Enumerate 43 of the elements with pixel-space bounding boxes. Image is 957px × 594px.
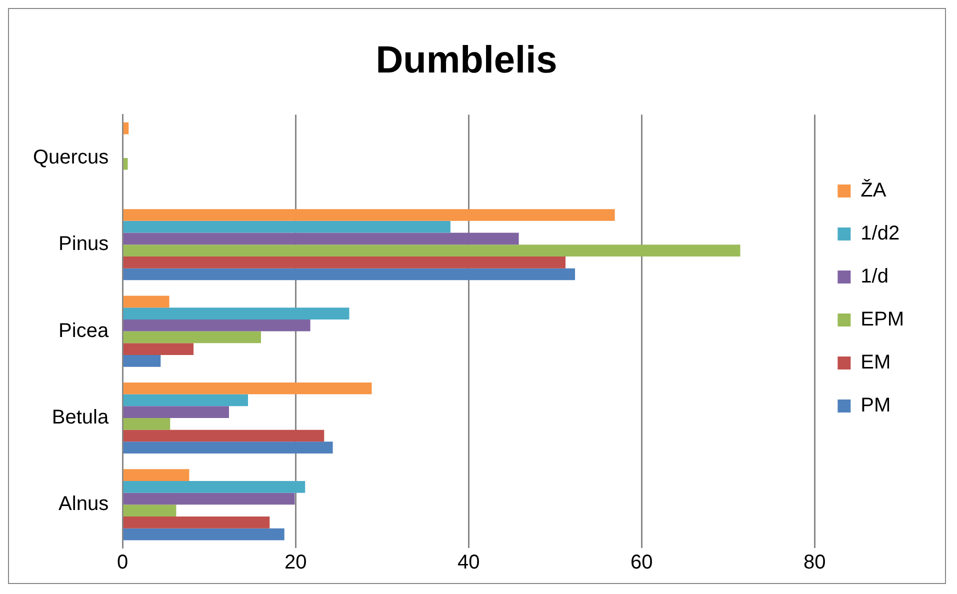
bar: [123, 492, 295, 505]
bar: [123, 430, 324, 442]
legend-label: 1/d2: [860, 222, 900, 245]
bar: [123, 268, 576, 280]
y-tick-label: Alnus: [58, 493, 109, 516]
bar: [123, 516, 270, 528]
bar: [123, 418, 170, 430]
bar: [123, 469, 190, 481]
x-tick-label: 20: [284, 552, 307, 574]
bar: [123, 209, 615, 221]
bar: [123, 232, 519, 245]
bar: [123, 406, 229, 418]
legend-label: ŽA: [860, 178, 887, 202]
legend-label: EPM: [860, 308, 904, 331]
x-tick-label: 40: [458, 552, 480, 574]
bar: [123, 158, 128, 170]
legend-label: PM: [860, 394, 891, 417]
chart-title: Dumblelis: [376, 39, 558, 82]
bar: [123, 394, 248, 406]
y-tick-label: Quercus: [32, 146, 109, 168]
bar: [123, 308, 350, 320]
legend-label: 1/d: [860, 266, 888, 288]
x-tick-label: 80: [804, 552, 826, 574]
y-tick-label: Picea: [58, 320, 110, 342]
bar: [123, 244, 740, 256]
bar: [123, 343, 194, 355]
bar: [123, 504, 176, 517]
bar: [123, 331, 261, 344]
bar: [123, 480, 306, 493]
bar: [123, 528, 284, 540]
y-tick-label: Pinus: [58, 233, 109, 256]
bar: [123, 256, 566, 268]
bar: [123, 382, 372, 394]
bar: [123, 220, 450, 233]
x-tick-label: 0: [117, 552, 128, 574]
bar: [123, 442, 333, 454]
bar: [123, 122, 129, 134]
y-tick-label: Betula: [52, 406, 110, 428]
bar: [123, 354, 161, 367]
legend-label: EM: [860, 352, 891, 374]
x-tick-label: 60: [630, 552, 653, 574]
bar: [123, 296, 170, 308]
bar: [123, 319, 310, 332]
